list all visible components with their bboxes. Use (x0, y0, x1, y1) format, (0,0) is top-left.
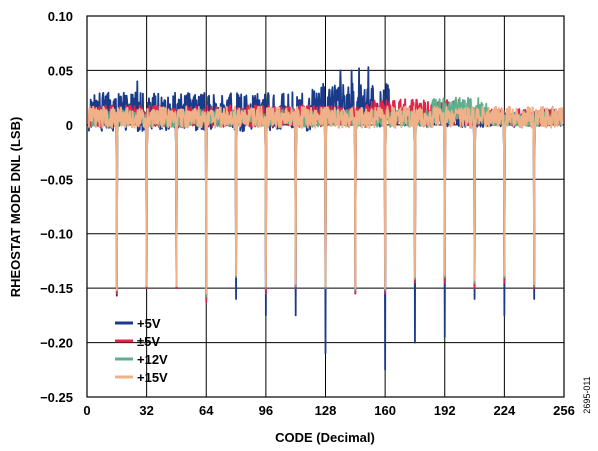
x-tick-label: 128 (315, 403, 337, 418)
y-tick-label: 0.05 (48, 63, 73, 78)
y-tick-label: 0 (66, 118, 73, 133)
y-tick-label: 0.10 (48, 9, 73, 24)
x-axis-title: CODE (Decimal) (275, 430, 375, 445)
x-tick-label: 256 (553, 403, 575, 418)
legend-item: ±5V (115, 334, 160, 349)
x-tick-label: 96 (259, 403, 273, 418)
legend-label: +5V (137, 316, 161, 331)
y-tick-label: −0.15 (40, 281, 73, 296)
x-tick-label: 0 (83, 403, 90, 418)
plot-border (86, 15, 565, 398)
x-tick-label: 192 (434, 403, 456, 418)
y-tick-label: −0.05 (40, 172, 73, 187)
legend-label: +15V (137, 370, 168, 385)
series-layer (87, 66, 564, 371)
legend-item: +15V (115, 370, 168, 385)
series-line (87, 105, 564, 295)
legend-item: +5V (115, 316, 161, 331)
legend-label: ±5V (137, 334, 160, 349)
x-tick-label: 64 (199, 403, 214, 418)
figure-id: 2695-011 (582, 376, 592, 413)
x-tick-label: 32 (139, 403, 153, 418)
legend: +5V ±5V +12V +15V (115, 316, 168, 385)
y-tick-label: −0.10 (40, 227, 73, 242)
y-tick-label: −0.20 (40, 336, 73, 351)
plot-frame (86, 15, 565, 398)
y-axis-title: RHEOSTAT MODE DNL (LSB) (8, 117, 23, 298)
x-tick-label: 160 (374, 403, 396, 418)
legend-item: +12V (115, 352, 168, 367)
y-tick-label: −0.25 (40, 390, 73, 405)
series-line (87, 66, 564, 371)
tick-labels: 0 32 64 96 128 160 192 224 256 0.10 0.05 0 −0.05 −0.1… (40, 9, 575, 418)
x-tick-label: 224 (494, 403, 516, 418)
legend-label: +12V (137, 352, 168, 367)
